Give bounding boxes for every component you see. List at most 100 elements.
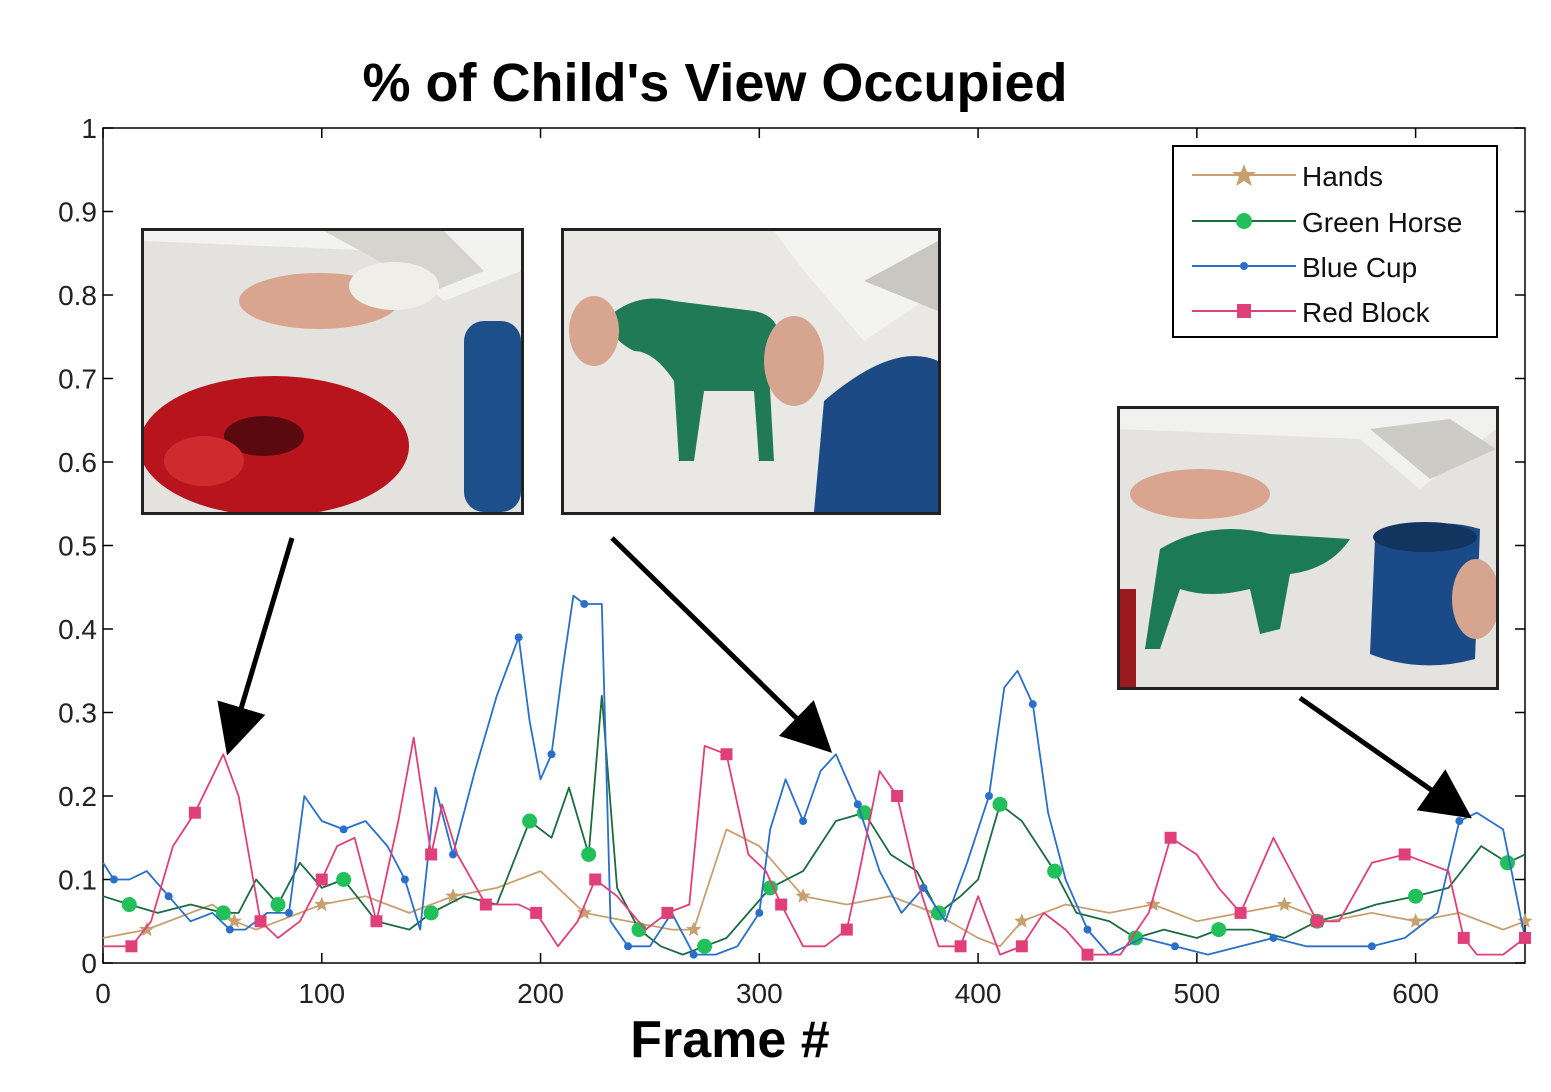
y-tick-label: 1	[81, 113, 97, 144]
data-point-red-block	[891, 790, 904, 802]
data-point-blue-cup	[514, 633, 523, 642]
series-line-red-block	[103, 736, 1526, 956]
series-line-blue-cup	[102, 594, 1526, 956]
data-point-green-horse	[856, 805, 872, 821]
annotation-arrow-3	[1298, 695, 1472, 819]
data-point-green-horse	[1408, 888, 1424, 904]
data-point-blue-cup	[799, 817, 808, 826]
data-point-green-horse	[762, 880, 778, 896]
legend-entry-blue-cup: Blue Cup	[1174, 246, 1494, 286]
data-point-red-block	[1457, 931, 1470, 944]
data-point-red-block	[370, 915, 383, 928]
data-point-red-block	[425, 848, 438, 861]
y-tick-label: 0.1	[58, 865, 97, 896]
data-point-hands	[1408, 913, 1424, 928]
y-tick-label: 0.3	[58, 698, 97, 729]
data-point-blue-cup	[689, 950, 698, 959]
data-point-red-block	[954, 940, 967, 953]
data-point-blue-cup	[1170, 942, 1179, 951]
inset-photo-red-block	[141, 228, 524, 515]
data-point-blue-cup	[624, 942, 633, 951]
data-point-red-block	[1081, 948, 1094, 961]
legend-marker-red-block	[1192, 304, 1296, 318]
x-tick-label: 0	[95, 978, 111, 1009]
data-point-hands	[795, 888, 811, 903]
legend: Hands Green Horse Blue Cup Red Block	[1172, 145, 1498, 338]
x-tick-label: 200	[517, 978, 564, 1009]
data-point-red-block	[1164, 831, 1177, 844]
annotation-arrow-1	[217, 537, 295, 756]
data-point-hands	[576, 904, 592, 920]
y-tick-label: 0	[81, 948, 97, 979]
x-tick-label: 300	[736, 978, 783, 1009]
series-layer	[102, 594, 1533, 961]
data-point-hands	[314, 896, 330, 911]
data-point-red-block	[1311, 915, 1324, 928]
data-point-red-block	[1234, 906, 1247, 919]
y-tick-label: 0.8	[58, 280, 97, 311]
y-tick-label: 0.2	[58, 781, 97, 812]
inset-photo-green-horse	[561, 228, 941, 515]
data-point-blue-cup	[547, 750, 556, 759]
data-point-blue-cup	[284, 908, 293, 917]
data-point-blue-cup	[449, 850, 458, 859]
data-point-red-block	[315, 873, 328, 886]
data-point-hands	[226, 913, 242, 928]
legend-marker-green-horse	[1192, 213, 1296, 229]
data-point-hands	[1014, 913, 1030, 928]
data-point-green-horse	[1499, 855, 1515, 871]
red-block-photo	[144, 231, 521, 512]
data-point-green-horse	[270, 897, 286, 913]
data-point-green-horse	[423, 905, 439, 921]
legend-label-red-block: Red Block	[1302, 297, 1430, 328]
annotation-arrow-2	[610, 536, 833, 753]
data-point-hands	[1517, 913, 1533, 928]
legend-marker-hands	[1192, 164, 1296, 186]
x-axis-label: Frame #	[630, 1011, 830, 1069]
inset-photo-horse-and-cup	[1117, 406, 1499, 690]
data-point-blue-cup	[109, 875, 118, 884]
data-point-red-block	[1015, 940, 1028, 953]
data-point-red-block	[840, 923, 853, 936]
legend-label-green-horse: Green Horse	[1302, 207, 1463, 238]
data-point-green-horse	[522, 813, 538, 829]
data-point-hands	[686, 921, 702, 937]
legend-entry-green-horse: Green Horse	[1174, 201, 1494, 241]
data-point-red-block	[530, 906, 543, 919]
horse-and-cup-photo	[1120, 409, 1496, 687]
data-point-blue-cup	[225, 925, 234, 934]
data-point-blue-cup	[1269, 933, 1278, 942]
data-point-blue-cup	[853, 800, 862, 809]
data-point-blue-cup	[1083, 925, 1092, 934]
y-tick-label: 0.6	[58, 447, 97, 478]
data-point-blue-cup	[164, 892, 173, 901]
data-point-hands	[1276, 896, 1292, 911]
legend-entry-hands: Hands	[1174, 155, 1494, 195]
data-point-green-horse	[215, 905, 231, 921]
data-point-green-horse	[1047, 863, 1063, 879]
y-tick-label: 0.7	[58, 364, 97, 395]
data-point-green-horse	[697, 938, 713, 954]
data-point-red-block	[1519, 931, 1531, 944]
data-point-blue-cup	[985, 792, 994, 800]
data-point-hands	[139, 921, 155, 937]
data-point-red-block	[720, 748, 733, 761]
data-point-blue-cup	[1455, 817, 1464, 826]
legend-label-blue-cup: Blue Cup	[1302, 252, 1418, 283]
data-point-blue-cup	[400, 875, 409, 884]
data-point-hands	[445, 888, 461, 903]
chart-title: % of Child's View Occupied	[362, 53, 1068, 113]
data-point-green-horse	[121, 897, 137, 913]
x-tick-label: 500	[1173, 978, 1220, 1009]
y-tick-label: 0.4	[58, 614, 97, 645]
data-point-blue-cup	[1028, 700, 1037, 709]
data-point-green-horse	[1211, 922, 1227, 938]
data-point-green-horse	[581, 846, 597, 862]
legend-entry-red-block: Red Block	[1174, 291, 1494, 331]
x-tick-label: 100	[298, 978, 345, 1009]
data-point-red-block	[1398, 848, 1411, 861]
legend-marker-blue-cup	[1192, 262, 1296, 270]
series-line-hands	[102, 828, 1526, 948]
